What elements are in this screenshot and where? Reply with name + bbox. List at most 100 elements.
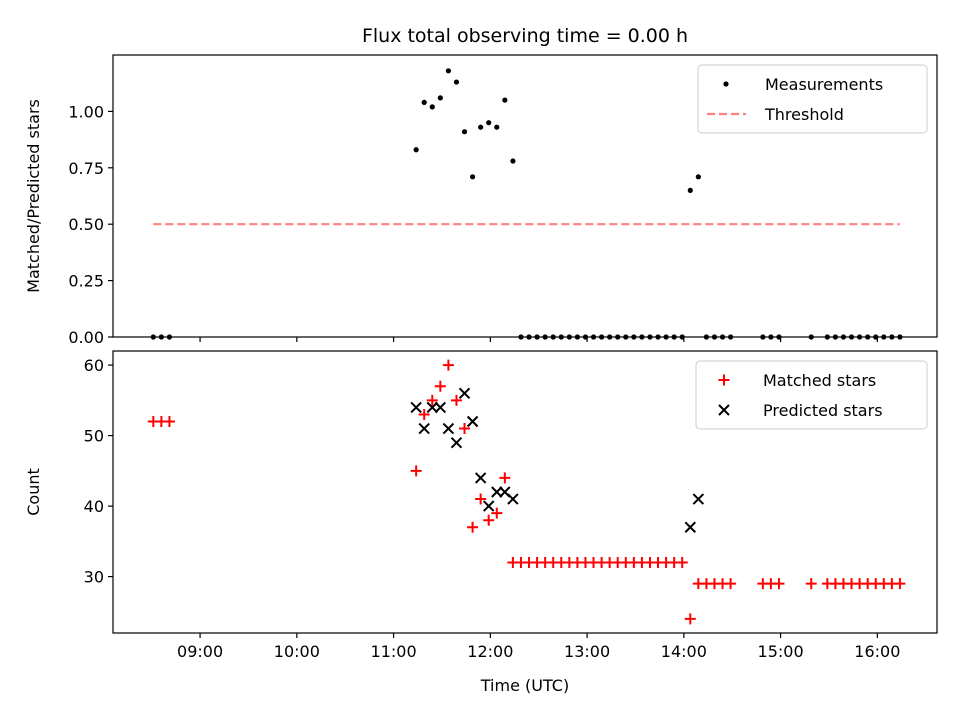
measurement-point bbox=[566, 334, 572, 340]
measurement-point bbox=[502, 97, 508, 103]
matched-star-point bbox=[773, 578, 785, 590]
bottom-xtick-label: 13:00 bbox=[564, 642, 610, 661]
top-series-measurements bbox=[150, 68, 903, 340]
top-axes-frame bbox=[112, 54, 938, 338]
matched-star-point bbox=[442, 359, 454, 371]
matched-star-point bbox=[894, 578, 906, 590]
measurement-point bbox=[429, 104, 435, 110]
measurement-point bbox=[760, 334, 766, 340]
bottom-legend: Matched stars Predicted stars bbox=[695, 360, 928, 430]
bottom-ytick-label: 50 bbox=[84, 427, 104, 446]
measurement-point bbox=[873, 334, 879, 340]
matched-star-point bbox=[483, 514, 495, 526]
measurement-point bbox=[768, 334, 774, 340]
measurement-point bbox=[526, 334, 532, 340]
measurement-point bbox=[150, 334, 156, 340]
bottom-ytick-label: 40 bbox=[84, 497, 104, 516]
predicted-star-point bbox=[450, 436, 463, 449]
measurement-point bbox=[421, 99, 427, 105]
bottom-ytick-label: 60 bbox=[84, 356, 104, 375]
bottom-panel: 30 40 50 60 09:00 10:00 11:00 12:00 13:00 14:00 15… bbox=[24, 350, 938, 695]
predicted-star-point bbox=[507, 493, 519, 505]
legend-entry-label: Predicted stars bbox=[763, 401, 883, 420]
predicted-star-point bbox=[692, 493, 705, 505]
bottom-series-predicted-stars bbox=[410, 387, 705, 533]
measurement-point bbox=[655, 334, 661, 340]
legend-entry-label: Matched stars bbox=[763, 371, 876, 390]
measurement-point bbox=[832, 334, 839, 340]
measurement-point bbox=[510, 158, 516, 164]
predicted-star-point bbox=[434, 401, 447, 414]
measurement-point bbox=[889, 334, 895, 340]
measurement-point bbox=[776, 334, 782, 340]
measurement-point bbox=[663, 334, 669, 340]
measurement-point bbox=[865, 334, 871, 340]
measurement-point bbox=[453, 79, 460, 85]
measurement-point bbox=[550, 334, 556, 340]
measurement-point bbox=[534, 334, 540, 340]
matched-star-point bbox=[163, 416, 175, 427]
legend-entry-label: Threshold bbox=[764, 105, 844, 124]
predicted-star-point bbox=[474, 472, 487, 484]
bottom-legend-box bbox=[695, 360, 928, 430]
predicted-star-point bbox=[684, 521, 696, 533]
bottom-xlabel: Time (UTC) bbox=[480, 676, 569, 695]
measurement-point bbox=[558, 334, 564, 340]
top-legend-box bbox=[697, 64, 928, 134]
measurement-point bbox=[623, 334, 629, 340]
measurement-point bbox=[679, 334, 685, 340]
legend-entry-label: Measurements bbox=[765, 75, 883, 94]
matched-star-point bbox=[459, 423, 471, 435]
bottom-xtick-label: 10:00 bbox=[274, 642, 320, 661]
bottom-ylabel: Count bbox=[24, 468, 43, 516]
measurement-point bbox=[445, 68, 452, 74]
bottom-xtick-label: 12:00 bbox=[467, 642, 513, 661]
measurement-point bbox=[687, 187, 693, 193]
measurement-point bbox=[671, 334, 677, 340]
bottom-series-matched-stars bbox=[147, 359, 906, 625]
matched-star-point bbox=[410, 465, 422, 477]
top-ytick-label: 0.25 bbox=[68, 272, 104, 291]
matched-star-point bbox=[725, 578, 737, 590]
measurement-point bbox=[598, 334, 605, 340]
bottom-xtick-label: 16:00 bbox=[854, 642, 900, 661]
measurement-point bbox=[607, 334, 613, 340]
top-ytick-label: 1.00 bbox=[68, 102, 104, 121]
predicted-star-point bbox=[442, 422, 455, 435]
measurement-point bbox=[158, 334, 164, 340]
matched-star-point bbox=[684, 613, 696, 625]
top-ytick-label: 0.75 bbox=[68, 159, 104, 178]
measurement-point bbox=[469, 174, 476, 180]
top-panel: 0.00 0.25 0.50 0.75 1.00 Matched/Predicted st… bbox=[24, 54, 938, 347]
matched-star-point bbox=[450, 394, 462, 406]
matched-star-point bbox=[805, 578, 817, 590]
measurement-point bbox=[695, 174, 701, 180]
measurement-point bbox=[727, 334, 734, 340]
measurement-point bbox=[461, 129, 468, 135]
top-ytick-label: 0.00 bbox=[68, 328, 104, 347]
top-legend: Measurements Threshold bbox=[697, 64, 928, 134]
measurement-point bbox=[615, 334, 621, 340]
predicted-star-point bbox=[458, 387, 471, 400]
measurement-point bbox=[711, 334, 718, 340]
bottom-xtick-label: 09:00 bbox=[177, 642, 223, 661]
predicted-star-point bbox=[410, 401, 422, 414]
bottom-ytick-label: 30 bbox=[84, 568, 104, 587]
measurement-point bbox=[840, 334, 847, 340]
measurement-point bbox=[631, 334, 637, 340]
bottom-xtick-label: 14:00 bbox=[661, 642, 707, 661]
measurement-point bbox=[639, 334, 645, 340]
matched-star-point bbox=[434, 380, 446, 392]
measurement-point bbox=[494, 124, 500, 130]
top-ytick-label: 0.50 bbox=[68, 215, 104, 234]
legend-predicted-swatch bbox=[718, 404, 730, 416]
bottom-axes-frame bbox=[112, 350, 938, 634]
predicted-star-point bbox=[483, 500, 495, 512]
measurement-point bbox=[166, 334, 173, 340]
figure-title: Flux total observing time = 0.00 h bbox=[362, 25, 688, 47]
measurement-point bbox=[824, 334, 830, 340]
measurement-point bbox=[848, 334, 855, 340]
measurement-point bbox=[703, 334, 710, 340]
predicted-star-point bbox=[466, 415, 479, 428]
